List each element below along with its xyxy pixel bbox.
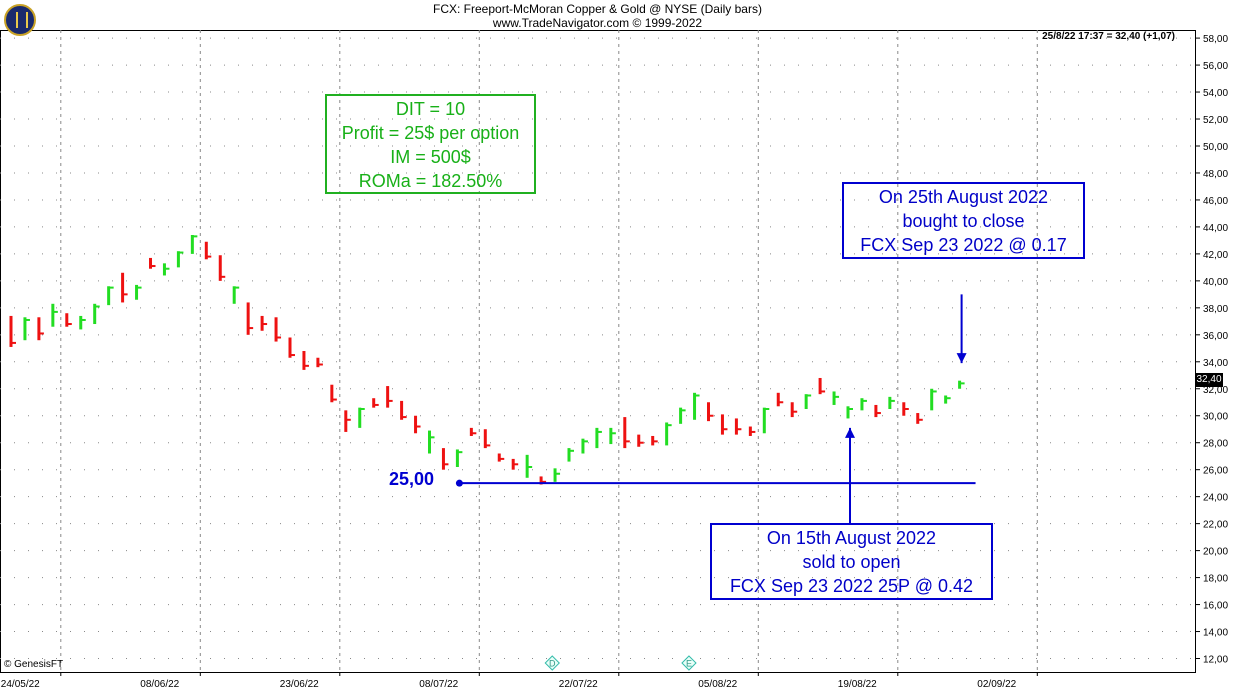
event-marker-label: E: [686, 659, 692, 669]
y-tick-label: 38,00: [1203, 304, 1228, 315]
trade-stats-box: DIT = 10 Profit = 25$ per option IM = 50…: [325, 94, 536, 194]
y-tick-label: 42,00: [1203, 250, 1228, 261]
y-tick-label: 16,00: [1203, 601, 1228, 612]
x-tick-label: 08/07/22: [419, 679, 458, 690]
y-tick-label: 44,00: [1203, 223, 1228, 234]
close-trade-box: On 25th August 2022 bought to close FCX …: [842, 182, 1085, 259]
price-readout: 25/8/22 17:37 = 32,40 (+1,07): [1042, 31, 1175, 42]
stats-roma: ROMa = 182.50%: [358, 171, 503, 191]
annotation-arrowhead: [956, 353, 967, 364]
x-tick-label: 19/08/22: [838, 679, 877, 690]
y-tick-label: 14,00: [1203, 628, 1228, 639]
y-tick-label: 52,00: [1203, 115, 1228, 126]
y-tick-label: 54,00: [1203, 88, 1228, 99]
y-tick-label: 40,00: [1203, 277, 1228, 288]
chart-title: FCX: Freeport-McMoran Copper & Gold @ NY…: [433, 2, 762, 16]
trade-navigator-logo-icon: [4, 4, 36, 36]
close-trade-contract: FCX Sep 23 2022 @ 0.17: [860, 235, 1067, 255]
close-trade-action: bought to close: [902, 211, 1025, 231]
y-tick-label: 34,00: [1203, 358, 1228, 369]
y-tick-label: 12,00: [1203, 655, 1228, 666]
event-marker-icon: [544, 655, 560, 671]
stats-im: IM = 500$: [390, 147, 471, 167]
last-price-tag: 32,40: [1195, 373, 1223, 387]
event-marker-icon: [681, 655, 697, 671]
credit-label: © GenesisFT: [4, 659, 64, 670]
y-tick-label: 30,00: [1203, 412, 1228, 423]
level-label: 25,00: [389, 469, 435, 489]
y-tick-label: 20,00: [1203, 547, 1228, 558]
chart-subtitle: www.TradeNavigator.com © 1999-2022: [492, 16, 703, 30]
plot-frame: [0, 30, 1196, 673]
y-tick-label: 18,00: [1203, 574, 1228, 585]
y-tick-label: 32,00: [1203, 385, 1228, 396]
x-tick-label: 05/08/22: [698, 679, 737, 690]
y-tick-label: 50,00: [1203, 142, 1228, 153]
open-trade-box: On 15th August 2022 sold to open FCX Sep…: [710, 523, 993, 600]
support-level-dot: [455, 479, 463, 487]
x-tick-label: 23/06/22: [280, 679, 319, 690]
y-tick-label: 28,00: [1203, 439, 1228, 450]
y-tick-label: 26,00: [1203, 466, 1228, 477]
y-tick-label: 46,00: [1203, 196, 1228, 207]
x-tick-label: 22/07/22: [559, 679, 598, 690]
x-tick-label: 08/06/22: [140, 679, 179, 690]
annotation-arrowhead: [845, 427, 855, 438]
x-tick-label: 02/09/22: [977, 679, 1016, 690]
y-tick-label: 56,00: [1203, 61, 1228, 72]
open-trade-action: sold to open: [802, 552, 901, 572]
y-tick-label: 58,00: [1203, 34, 1228, 45]
event-marker-label: D: [549, 659, 556, 669]
y-tick-label: 22,00: [1203, 520, 1228, 531]
open-trade-contract: FCX Sep 23 2022 25P @ 0.42: [729, 576, 974, 596]
stats-dit: DIT = 10: [395, 99, 466, 119]
y-tick-label: 48,00: [1203, 169, 1228, 180]
stats-profit: Profit = 25$ per option: [341, 123, 520, 143]
close-trade-date: On 25th August 2022: [878, 187, 1049, 207]
x-tick-label: 24/05/22: [1, 679, 40, 690]
y-tick-label: 36,00: [1203, 331, 1228, 342]
open-trade-date: On 15th August 2022: [766, 528, 937, 548]
y-tick-label: 24,00: [1203, 493, 1228, 504]
